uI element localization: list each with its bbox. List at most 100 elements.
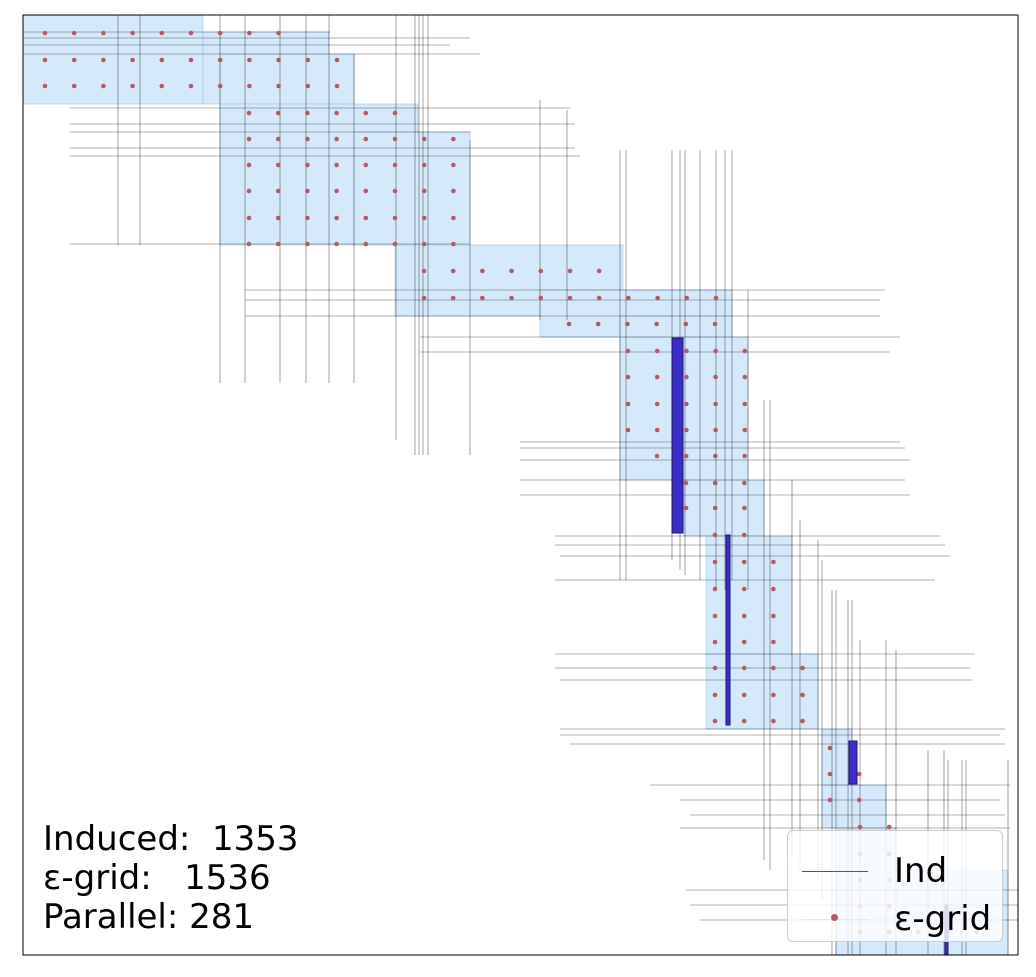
grid-cell xyxy=(353,131,471,246)
egrid-dot xyxy=(741,559,747,565)
egrid-dot xyxy=(247,83,252,89)
egrid-dot xyxy=(421,268,427,274)
egrid-dot xyxy=(247,57,252,63)
egrid-dot xyxy=(712,480,718,486)
egrid-dot xyxy=(392,215,398,221)
egrid-dot xyxy=(712,692,718,698)
grid-cell xyxy=(22,14,204,105)
legend-item-egrid: ε-grid xyxy=(788,891,1002,939)
egrid-dot xyxy=(246,188,252,194)
egrid-dot xyxy=(538,295,544,301)
egrid-dot xyxy=(247,30,252,36)
egrid-dot xyxy=(827,771,833,777)
egrid-dot xyxy=(683,505,689,511)
egrid-dot xyxy=(305,136,310,142)
egrid-dot xyxy=(741,692,747,698)
egrid-dot xyxy=(712,559,718,565)
egrid-dot xyxy=(712,665,718,671)
egrid-dot xyxy=(684,427,689,433)
egrid-dot xyxy=(275,162,281,168)
egrid-dot xyxy=(712,532,718,538)
egrid-dot xyxy=(101,30,106,36)
egrid-dot xyxy=(334,83,340,89)
grid-cell xyxy=(705,535,793,655)
egrid-dot xyxy=(713,401,718,407)
egrid-dot xyxy=(654,453,660,459)
egrid-dot xyxy=(771,586,776,592)
egrid-dot xyxy=(713,348,718,354)
grid-cell xyxy=(683,479,765,537)
egrid-dot xyxy=(450,268,456,274)
egrid-dot xyxy=(305,162,310,168)
egrid-dot xyxy=(654,321,659,327)
egrid-dot xyxy=(159,83,165,89)
egrid-dot xyxy=(712,321,718,327)
egrid-dot xyxy=(334,215,339,221)
egrid-dot xyxy=(217,57,223,63)
egrid-dot xyxy=(742,401,748,407)
egrid-dot xyxy=(654,427,660,433)
egrid-dot xyxy=(712,718,718,724)
egrid-dot xyxy=(683,480,689,486)
egrid-dot xyxy=(741,613,747,619)
egrid-dot xyxy=(741,532,747,538)
egrid-dot xyxy=(363,136,369,142)
egrid-dot xyxy=(625,348,631,354)
egrid-dot xyxy=(421,215,427,221)
egrid-dot xyxy=(101,57,106,63)
egrid-dot xyxy=(363,215,369,221)
egrid-dot xyxy=(480,295,485,301)
egrid-dot xyxy=(625,427,631,433)
egrid-dot xyxy=(130,83,135,89)
legend-line-icon xyxy=(802,871,868,872)
egrid-dot xyxy=(800,718,805,724)
egrid-dot xyxy=(246,136,252,142)
egrid-dot xyxy=(800,665,805,671)
grid-cell xyxy=(705,653,819,730)
egrid-dot xyxy=(42,57,48,63)
egrid-dot xyxy=(742,427,748,433)
egrid-dot xyxy=(684,348,689,354)
egrid-dot xyxy=(566,321,572,327)
egrid-dot xyxy=(217,83,223,89)
egrid-dot xyxy=(71,30,77,36)
egrid-dot xyxy=(451,188,456,194)
egrid-dot xyxy=(305,57,311,63)
egrid-dot xyxy=(421,136,427,142)
egrid-dot xyxy=(421,241,427,247)
stat-egrid: ε-grid: 1536 xyxy=(43,858,271,898)
egrid-dot xyxy=(567,268,573,274)
egrid-dot xyxy=(654,374,660,380)
egrid-dot xyxy=(827,797,833,803)
egrid-dot xyxy=(538,268,544,274)
egrid-dot xyxy=(334,136,339,142)
egrid-dot xyxy=(771,718,776,724)
egrid-dot xyxy=(771,692,776,698)
legend-label: Ind xyxy=(894,851,948,891)
egrid-dot xyxy=(275,188,281,194)
egrid-dot xyxy=(742,348,748,354)
egrid-dot xyxy=(509,268,514,274)
egrid-dot xyxy=(392,136,398,142)
egrid-dot xyxy=(626,295,631,301)
egrid-dot xyxy=(392,162,398,168)
stat-parallel: Parallel: 281 xyxy=(43,897,255,937)
egrid-dot xyxy=(275,241,281,247)
legend: Ind ε-grid xyxy=(787,830,1003,942)
egrid-dot xyxy=(684,401,689,407)
egrid-dot xyxy=(742,374,748,380)
egrid-dot xyxy=(334,162,339,168)
egrid-dot xyxy=(101,83,106,89)
egrid-dot xyxy=(246,162,252,168)
egrid-dot xyxy=(451,136,456,142)
legend-dot-icon xyxy=(831,914,838,921)
egrid-dot xyxy=(480,268,485,274)
egrid-dot xyxy=(655,295,660,301)
egrid-dot xyxy=(683,321,689,327)
egrid-dot xyxy=(451,215,456,221)
egrid-dot xyxy=(130,57,135,63)
egrid-dot xyxy=(451,241,456,247)
egrid-dot xyxy=(275,110,281,116)
egrid-dot xyxy=(246,241,252,247)
egrid-dot xyxy=(188,83,194,89)
